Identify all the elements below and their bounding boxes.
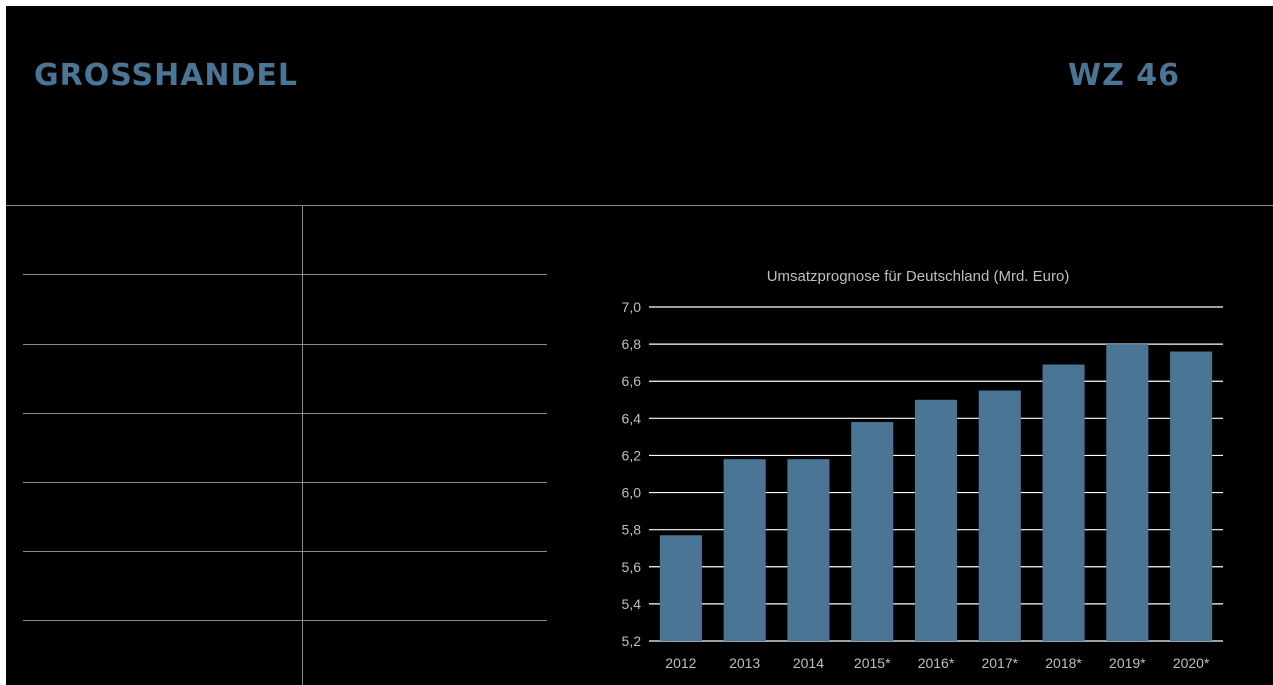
y-tick-label: 6,4: [622, 410, 642, 426]
x-tick-label: 2018*: [1045, 655, 1082, 671]
bar-2016-forecast: [914, 399, 958, 641]
bar-2015-forecast: [851, 422, 894, 641]
table-row-divider: [23, 551, 547, 552]
y-tick-label: 5,2: [622, 633, 642, 649]
bar-2014: [787, 459, 830, 641]
y-tick-label: 6,8: [622, 336, 642, 352]
x-tick-label: 2014: [793, 655, 824, 671]
bar-2019-forecast: [1106, 344, 1149, 641]
table-row-divider: [23, 274, 547, 275]
y-tick-label: 5,8: [622, 522, 642, 538]
page-background: GROSSHANDEL WZ 46 Umsatzprognose für Deu…: [6, 6, 1273, 685]
y-tick-label: 5,6: [622, 559, 642, 575]
section-code: WZ 46: [1068, 58, 1181, 93]
bar-2017-forecast: [978, 390, 1021, 641]
table-row-divider: [23, 620, 547, 621]
x-tick-label: 2012: [665, 655, 696, 671]
x-tick-label: 2015*: [854, 655, 891, 671]
chart-title: Umsatzprognose für Deutschland (Mrd. Eur…: [767, 268, 1070, 285]
header-divider: [6, 205, 1273, 206]
table-row-divider: [23, 344, 547, 345]
table-row-divider: [23, 413, 547, 414]
table-row-divider: [23, 482, 547, 483]
x-tick-label: 2019*: [1109, 655, 1146, 671]
table-column-divider: [302, 205, 303, 685]
revenue-forecast-chart: Umsatzprognose für Deutschland (Mrd. Eur…: [622, 268, 1223, 671]
bar-2020-forecast: [1170, 351, 1213, 641]
x-tick-label: 2013: [729, 655, 760, 671]
bar-2013: [723, 459, 766, 641]
x-tick-label: 2020*: [1173, 655, 1210, 671]
x-tick-label: 2016*: [918, 655, 955, 671]
x-tick-label: 2017*: [981, 655, 1018, 671]
page-title: GROSSHANDEL: [34, 58, 299, 93]
y-tick-label: 7,0: [622, 299, 642, 315]
y-tick-label: 6,0: [622, 485, 642, 501]
y-tick-label: 6,2: [622, 447, 642, 463]
y-tick-label: 6,6: [622, 373, 642, 389]
bar-2012: [659, 535, 702, 641]
y-tick-label: 5,4: [622, 596, 642, 612]
bar-2018-forecast: [1042, 364, 1085, 641]
